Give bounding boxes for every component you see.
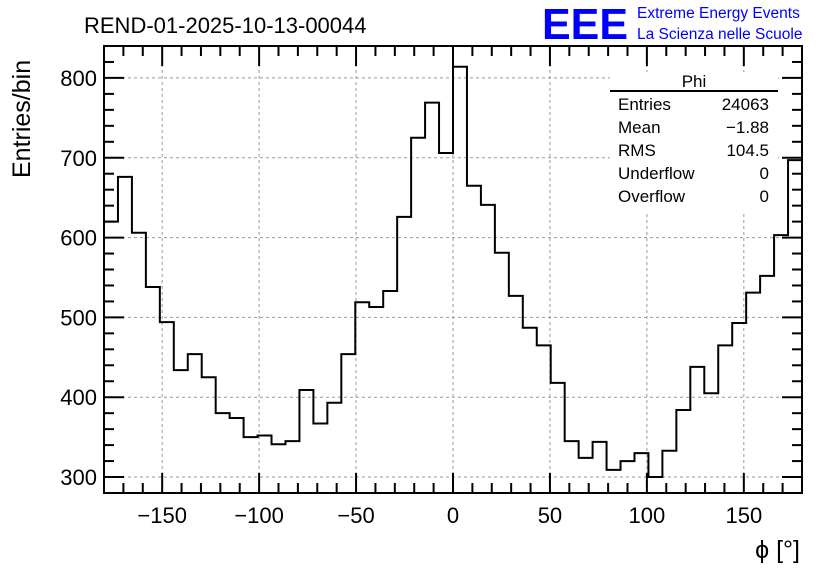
histogram-bin [746,293,760,493]
histogram-bin [118,177,132,493]
histogram-bin [299,390,313,493]
histogram-bin [132,233,146,493]
y-tick-label: 700 [60,146,97,171]
histogram-bin [788,160,802,493]
x-tick-label: 0 [447,503,459,528]
y-tick-label: 300 [60,465,97,490]
histogram-bin [690,367,704,493]
histogram-bin [383,291,397,493]
histogram-bin [425,103,439,493]
x-tick-label: 50 [538,503,562,528]
histogram-bin [244,437,258,493]
histogram-bin [230,418,244,493]
stats-value: 0 [760,187,769,206]
histogram-bin [146,287,160,493]
histogram-outline [104,65,802,479]
logo-line-2: La Scienza nelle Scuole [637,26,802,43]
stats-label: RMS [618,141,656,160]
histogram-bin [216,413,230,493]
histogram-bin [565,441,579,493]
chart-title: REND-01-2025-10-13-00044 [84,13,367,38]
stats-value: −1.88 [726,118,769,137]
histogram-bin [174,370,188,493]
y-axis-label: Entries/bin [8,60,36,178]
histogram-bin [593,442,607,493]
stats-value: 0 [760,164,769,183]
x-tick-label: −150 [137,503,187,528]
histogram-bin [481,205,495,493]
histogram-bin [202,377,216,493]
x-tick-labels: −150 −100 −50 0 50 100 150 [137,503,762,528]
histogram-bin [774,235,788,493]
x-axis-label: ϕ [°] [755,536,800,564]
histogram-bin [662,451,676,493]
histogram-bin [648,477,662,493]
histogram-bin [523,328,537,493]
histogram-bin [537,345,551,493]
histogram-bin [453,67,467,493]
x-tick-label: −100 [234,503,284,528]
logo-mark: EEE [542,0,628,49]
y-tick-label: 400 [60,385,97,410]
stats-value: 104.5 [726,141,769,160]
x-tick-label: 150 [725,503,762,528]
stats-value: 24063 [722,95,769,114]
histogram-bin [551,383,565,493]
histogram-bin [313,424,327,493]
histogram-bin [369,307,383,493]
stats-title: Phi [682,72,707,91]
histogram-bin [327,403,341,493]
histogram-bin [467,186,481,493]
x-tick-label: 100 [629,503,666,528]
stats-label: Entries [618,95,671,114]
y-tick-label: 800 [60,66,97,91]
histogram-bin [676,410,690,493]
eee-logo: EEE Extreme Energy Events La Scienza nel… [542,0,802,49]
stats-box: Phi Entries 24063 Mean −1.88 RMS 104.5 Underfl… [610,72,778,212]
stats-label: Overflow [618,187,686,206]
stats-label: Mean [618,118,661,137]
histogram-bin [760,276,774,493]
histogram-bin [509,296,523,493]
histogram-bin [579,458,593,493]
logo-line-1: Extreme Energy Events [637,5,800,22]
histogram-bin [188,354,202,493]
histogram-bin [397,217,411,493]
histogram-bin [341,354,355,493]
histogram-bin [439,153,453,493]
y-tick-label: 500 [60,305,97,330]
histogram-bin [104,222,118,493]
y-tick-label: 600 [60,226,97,251]
stats-label: Underflow [618,164,695,183]
histogram-bin [718,345,732,493]
histogram-bin [411,138,425,493]
histogram-bin [495,253,509,493]
histogram-series [104,65,802,493]
x-tick-label: −50 [337,503,374,528]
plot-frame [103,45,803,494]
histogram-bin [704,393,718,493]
y-tick-labels: 300 400 500 600 700 800 [60,66,97,490]
